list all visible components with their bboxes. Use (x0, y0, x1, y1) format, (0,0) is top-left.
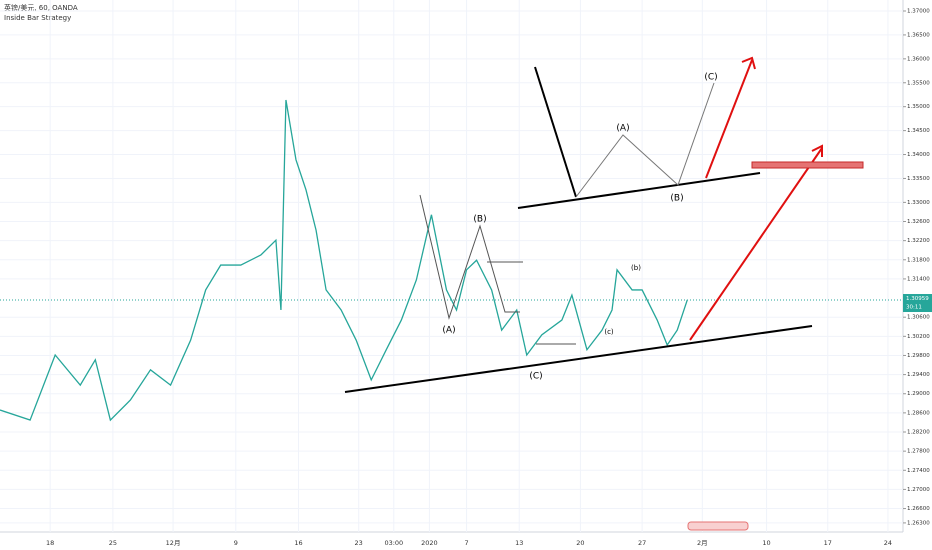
y-tick-label: 1.32600 (907, 219, 930, 225)
x-tick-label: 13 (515, 539, 523, 547)
countdown: 30:11 (906, 305, 922, 311)
x-tick-label: 10 (762, 539, 770, 547)
y-tick-label: 1.36500 (907, 32, 930, 38)
chart-title: 英镑/美元, 60, OANDA (4, 3, 78, 12)
y-tick-label: 1.28600 (907, 410, 930, 416)
x-tick-label: 17 (824, 539, 832, 547)
y-tick-label: 1.30600 (907, 315, 930, 321)
x-tick-label: 9 (234, 539, 238, 547)
x-tick-label: 23 (355, 539, 363, 547)
events-badge (687, 521, 749, 531)
x-tick-label: 12月 (166, 539, 181, 547)
y-tick-label: 1.36000 (907, 56, 930, 62)
wave-label: (C) (529, 372, 542, 382)
zone (751, 161, 864, 169)
y-tick-label: 1.27400 (907, 468, 930, 474)
wave-label: (C) (704, 73, 717, 83)
chart-subtitle: Inside Bar Strategy (4, 14, 71, 22)
wave-label: (B) (670, 194, 683, 204)
x-tick-label: 24 (884, 539, 892, 547)
x-tick-label: 2月 (697, 539, 708, 547)
y-tick-label: 1.29800 (907, 353, 930, 359)
x-tick-label: 25 (109, 539, 117, 547)
y-tick-label: 1.27000 (907, 487, 930, 493)
y-tick-label: 1.35500 (907, 80, 930, 86)
y-tick-label: 1.26300 (907, 520, 930, 526)
wave-label: (A) (616, 124, 629, 134)
x-tick-label: 20 (576, 539, 584, 547)
trend-line (344, 325, 813, 393)
x-tick-label: 27 (638, 539, 646, 547)
x-tick-label: 7 (464, 539, 468, 547)
arrow (705, 59, 753, 179)
y-tick-label: 1.33000 (907, 200, 930, 206)
x-tick-label: 03:00 (384, 539, 403, 547)
wave-label: (b) (631, 264, 641, 272)
y-tick-label: 1.26600 (907, 506, 930, 512)
wave-line (419, 194, 520, 320)
y-tick-label: 1.29000 (907, 391, 930, 397)
y-tick-label: 1.28200 (907, 430, 930, 436)
y-tick-label: 1.37000 (907, 9, 930, 15)
y-tick-label: 1.31400 (907, 276, 930, 282)
y-tick-label: 1.29400 (907, 372, 930, 378)
wave-label: (c) (604, 328, 614, 336)
y-tick-label: 1.31800 (907, 257, 930, 263)
y-tick-label: 1.27800 (907, 449, 930, 455)
trend-line (517, 172, 761, 209)
wave-label: (A) (442, 326, 455, 336)
last-price-box (903, 294, 932, 313)
y-tick-label: 1.34000 (907, 152, 930, 158)
arrow (689, 147, 823, 341)
y-tick-label: 1.33500 (907, 176, 930, 182)
wave-label: (B) (473, 215, 486, 225)
drawings (344, 56, 864, 531)
wave-line (534, 66, 577, 198)
y-tick-label: 1.32200 (907, 238, 930, 244)
arrow-head (811, 144, 823, 157)
y-tick-label: 1.34500 (907, 128, 930, 134)
last-price-label: 1.30959 (906, 296, 929, 302)
y-tick-label: 1.30200 (907, 334, 930, 340)
x-tick-label: 16 (294, 539, 302, 547)
x-tick-label: 2020 (421, 539, 438, 547)
plot (0, 0, 903, 532)
price-axis (903, 0, 932, 550)
price-line (0, 99, 688, 422)
arrow-head (741, 56, 756, 70)
wave-line (575, 82, 715, 198)
x-tick-label: 18 (46, 539, 54, 547)
y-tick-label: 1.35000 (907, 104, 930, 110)
